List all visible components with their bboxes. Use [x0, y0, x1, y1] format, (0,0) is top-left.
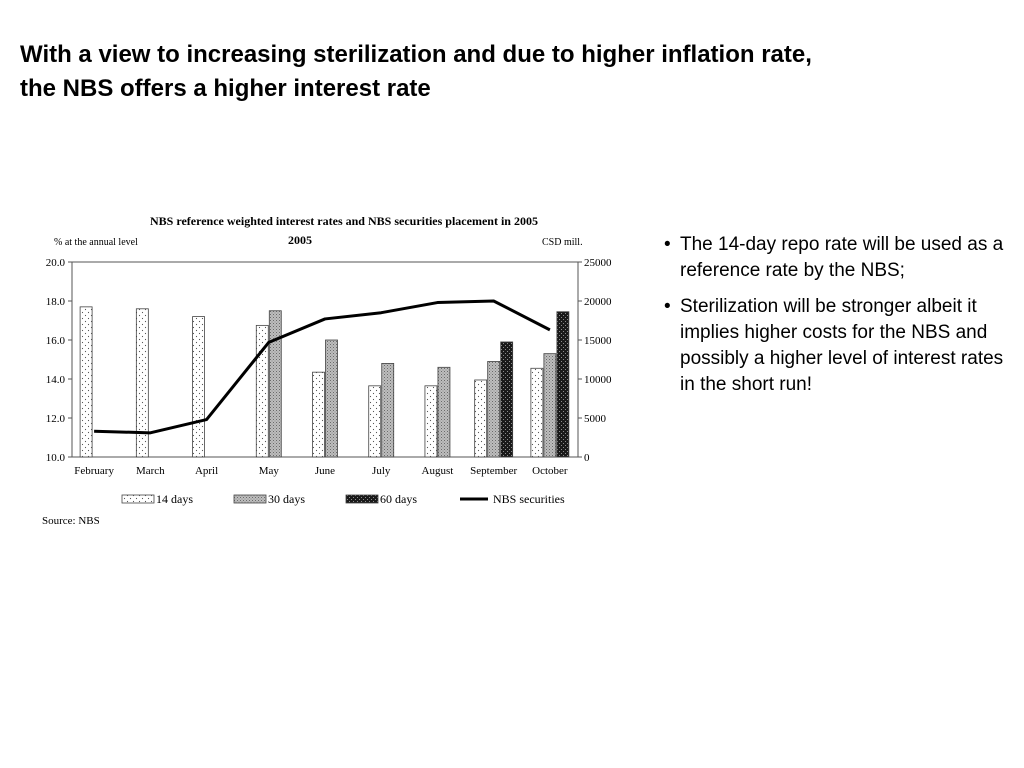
- bullet-dot-icon: •: [664, 296, 671, 317]
- bar-series: [79, 306, 570, 458]
- legend-swatch-14-days: [121, 494, 155, 504]
- bar-14-days: [424, 385, 438, 458]
- chart-container: NBS reference weighted interest rates an…: [0, 200, 640, 540]
- chart-source: Source: NBS: [42, 515, 100, 527]
- left-tick-label: 16.0: [46, 335, 66, 347]
- slide-title-line-2: the NBS offers a higher interest rate: [20, 75, 431, 102]
- plot-area: [71, 261, 579, 458]
- bar-30-days: [437, 366, 451, 458]
- legend-swatch-30-days: [233, 494, 267, 504]
- slide-title-line-1: With a view to increasing sterilization …: [20, 41, 812, 68]
- bar-60-days: [556, 311, 570, 458]
- right-axis-label: CSD mill.: [542, 237, 583, 248]
- chart-subtitle: 2005: [288, 233, 312, 247]
- x-tick-label: September: [470, 465, 517, 477]
- x-tick-label: February: [74, 465, 114, 477]
- right-tick-label: 15000: [584, 335, 612, 347]
- bar-30-days: [543, 353, 557, 458]
- bar-30-days: [381, 362, 395, 458]
- bar-30-days: [487, 361, 501, 458]
- right-tick-label: 10000: [584, 374, 612, 386]
- x-tick-label: May: [259, 465, 280, 477]
- bullet-list: • The 14-day repo rate will be used as a …: [664, 232, 1004, 408]
- x-tick-label: July: [372, 465, 391, 477]
- bar-14-days: [368, 385, 382, 458]
- chart-svg: NBS reference weighted interest rates an…: [42, 214, 612, 527]
- bar-14-days: [79, 306, 93, 458]
- x-tick-label: October: [532, 465, 568, 477]
- bar-14-days: [255, 324, 269, 458]
- right-tick-label: 25000: [584, 257, 612, 269]
- chart-title: NBS reference weighted interest rates an…: [150, 214, 538, 228]
- bullet-text: The 14-day repo rate will be used as a r…: [680, 234, 1004, 281]
- legend-swatch-60-days: [345, 494, 379, 504]
- plot-frame: [71, 261, 579, 458]
- bullet-item: • The 14-day repo rate will be used as a …: [664, 232, 1004, 284]
- bar-14-days: [135, 308, 149, 458]
- left-tick-label: 12.0: [46, 413, 66, 425]
- bar-14-days: [530, 367, 544, 458]
- right-tick-label: 20000: [584, 296, 612, 308]
- bar-30-days: [325, 339, 338, 458]
- x-tick-label: June: [315, 465, 335, 477]
- bullet-text: Sterilization will be stronger albeit it…: [680, 296, 1004, 395]
- left-tick-label: 20.0: [46, 257, 66, 269]
- left-tick-label: 18.0: [46, 296, 66, 308]
- legend-label: 14 days: [156, 492, 193, 506]
- bullet-dot-icon: •: [664, 234, 671, 255]
- legend-label: 60 days: [380, 492, 417, 506]
- left-axis-ticks: 20.0 18.0 16.0 14.0 12.0 10.0: [46, 257, 72, 464]
- x-tick-label: April: [195, 465, 218, 477]
- right-tick-label: 0: [584, 452, 590, 464]
- x-axis-labels: February March April May June July August Septe…: [74, 465, 568, 477]
- slide-title: With a view to increasing sterilization …: [20, 38, 980, 106]
- bar-14-days: [312, 371, 325, 458]
- legend: 14 days 30 days 60 days NBS securities: [121, 492, 565, 506]
- bullet-item: • Sterilization will be stronger albeit i…: [664, 294, 1004, 398]
- line-series: [94, 299, 551, 435]
- bar-30-days: [268, 310, 282, 458]
- left-tick-label: 10.0: [46, 452, 66, 464]
- bar-14-days: [474, 379, 488, 458]
- x-tick-label: March: [136, 465, 165, 477]
- left-axis-label: % at the annual level: [54, 237, 138, 248]
- bar-14-days: [192, 316, 205, 458]
- x-tick-label: August: [422, 465, 454, 477]
- right-axis-ticks: 25000 20000 15000 10000 5000 0: [578, 257, 612, 464]
- bar-60-days: [500, 341, 514, 458]
- left-tick-label: 14.0: [46, 374, 66, 386]
- right-tick-label: 5000: [584, 413, 607, 425]
- legend-label: 30 days: [268, 492, 305, 506]
- legend-label: NBS securities: [493, 492, 565, 506]
